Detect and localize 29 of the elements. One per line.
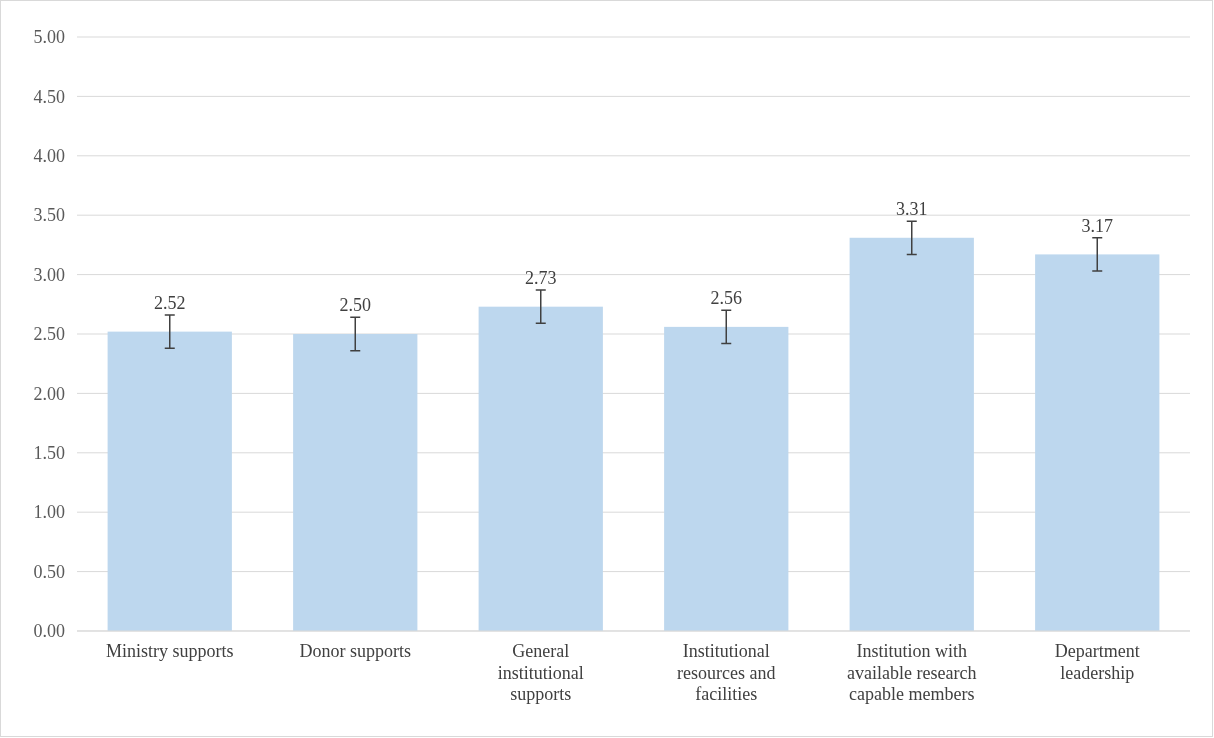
x-tick-label: Ministry supports	[105, 641, 234, 661]
bar	[1035, 254, 1160, 631]
y-tick-label: 4.00	[33, 146, 65, 167]
x-tick-label: Department leadership	[1054, 641, 1140, 683]
bar	[478, 306, 603, 631]
y-tick-label: 2.00	[33, 383, 65, 404]
x-tick-label: Institution with available research capable members	[847, 641, 977, 705]
bar	[664, 326, 789, 631]
y-tick-label: 1.50	[33, 443, 65, 464]
data-label: 2.73	[525, 268, 557, 289]
data-label: 2.52	[154, 292, 186, 313]
y-tick-label: 1.00	[33, 502, 65, 523]
data-label: 3.31	[896, 199, 928, 220]
y-tick-label: 3.00	[33, 264, 65, 285]
y-tick-label: 0.00	[33, 621, 65, 642]
x-tick-label: General institutional supports	[497, 641, 584, 705]
x-tick-label: Institutional resources and facilities	[677, 641, 776, 705]
y-tick-label: 5.00	[33, 27, 65, 48]
bar	[849, 237, 974, 631]
y-tick-label: 0.50	[33, 561, 65, 582]
data-label: 3.17	[1081, 215, 1113, 236]
y-tick-label: 2.50	[33, 324, 65, 345]
bar	[293, 334, 418, 631]
y-tick-label: 4.50	[33, 86, 65, 107]
bar	[107, 331, 232, 631]
data-label: 2.56	[710, 288, 742, 309]
data-label: 2.50	[339, 295, 371, 316]
x-tick-label: Donor supports	[299, 641, 411, 661]
y-tick-label: 3.50	[33, 205, 65, 226]
